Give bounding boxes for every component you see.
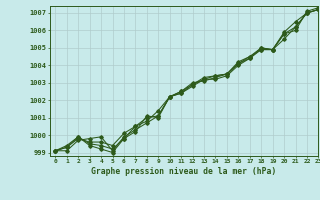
X-axis label: Graphe pression niveau de la mer (hPa): Graphe pression niveau de la mer (hPa): [92, 167, 276, 176]
